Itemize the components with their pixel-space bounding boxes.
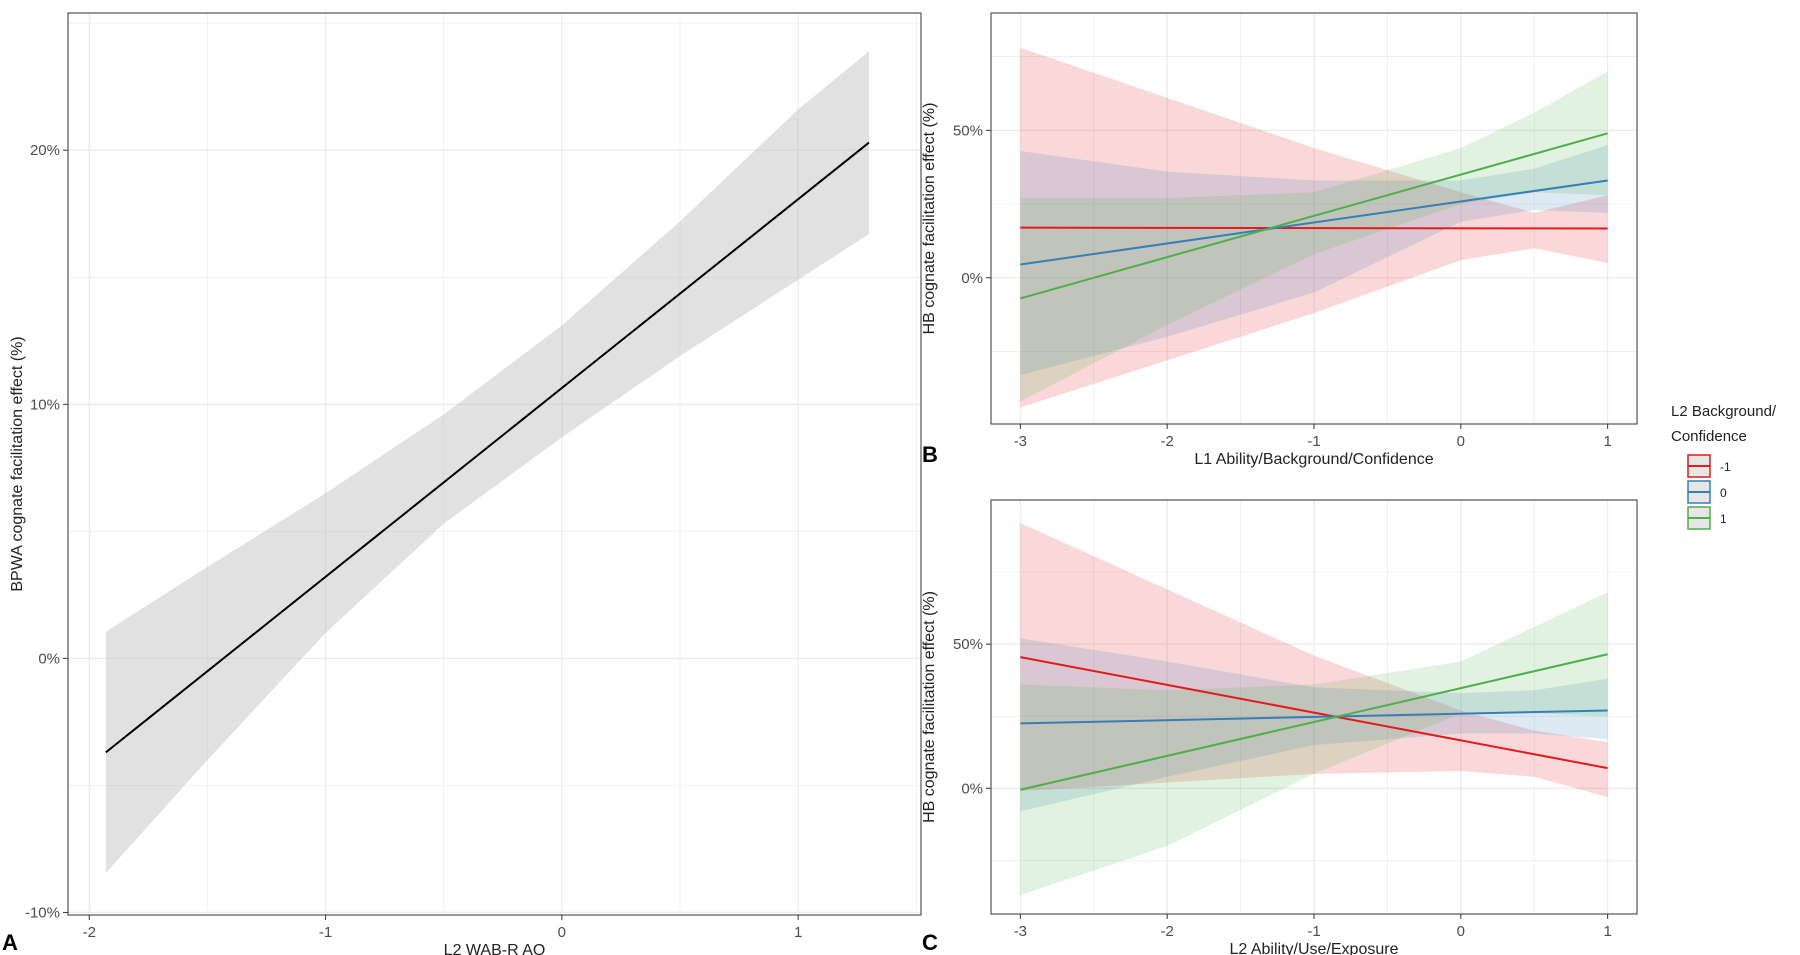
- panel-c: -3 -2 -1 0 1 0% 50% L2 Ability/Use/Exposure HB c…: [921, 499, 1638, 955]
- series-line-1: [1020, 132, 1608, 300]
- x-tick-label: -3: [1014, 433, 1027, 450]
- series-line--1: [1020, 656, 1608, 770]
- y-tick-label: -10%: [25, 904, 60, 921]
- panel-a: -2 -1 0 1 -10% 0% 10% 20% L2 WAB-R AQ BPWA cognat…: [9, 12, 922, 955]
- legend-label: -1: [1720, 460, 1731, 474]
- x-tick-label: -1: [1307, 923, 1320, 940]
- panel-label-a: A: [2, 930, 18, 955]
- series-line--1: [1020, 226, 1608, 230]
- confidence-band-0: [1020, 145, 1608, 376]
- panel-label-b: B: [922, 442, 938, 467]
- x-tick-label: -2: [83, 924, 96, 941]
- confidence-band-1: [1020, 71, 1608, 402]
- x-tick-label: 1: [794, 924, 802, 941]
- y-tick-label: 50%: [953, 122, 983, 139]
- legend-label: 1: [1720, 512, 1727, 526]
- x-tick-label: 0: [1457, 433, 1465, 450]
- series-line-1: [1020, 653, 1608, 791]
- x-tick-label: 1: [1603, 433, 1611, 450]
- legend-entry-0: 0: [1687, 480, 1727, 504]
- y-tick-label: 0%: [961, 780, 983, 797]
- series-line-0: [1020, 709, 1608, 725]
- confidence-band-fit: [105, 51, 870, 874]
- confidence-band-0: [1020, 638, 1608, 812]
- series-line-0: [1020, 179, 1608, 266]
- legend-title-line2: Confidence: [1671, 428, 1747, 445]
- series-line-fit: [105, 141, 870, 754]
- x-tick-label: -2: [1161, 433, 1174, 450]
- legend-entry-1: 1: [1687, 506, 1727, 530]
- y-tick-label: 10%: [30, 396, 60, 413]
- y-axis-title: HB cognate facilitation effect (%): [921, 103, 938, 335]
- legend-entry--1: -1: [1687, 454, 1731, 478]
- y-tick-label: 20%: [30, 142, 60, 159]
- x-tick-label: 1: [1603, 923, 1611, 940]
- x-axis-title: L1 Ability/Background/Confidence: [1194, 451, 1433, 468]
- x-tick-label: 0: [558, 924, 566, 941]
- y-tick-label: 50%: [953, 636, 983, 653]
- panel-label-c: C: [922, 930, 938, 955]
- x-axis-title: L2 Ability/Use/Exposure: [1230, 941, 1399, 955]
- x-tick-label: -1: [1307, 433, 1320, 450]
- confidence-band-1: [1020, 592, 1608, 895]
- legend-title-line1: L2 Background/: [1671, 403, 1777, 420]
- confidence-band--1: [1020, 523, 1608, 797]
- legend: L2 Background/ Confidence -1 0 1: [1671, 403, 1777, 530]
- x-axis-title: L2 WAB-R AQ: [444, 942, 546, 955]
- legend-label: 0: [1720, 486, 1727, 500]
- x-tick-label: -3: [1014, 923, 1027, 940]
- y-axis-title: HB cognate facilitation effect (%): [921, 591, 938, 823]
- y-tick-label: 0%: [961, 270, 983, 287]
- x-tick-label: -2: [1161, 923, 1174, 940]
- plot-border: [67, 12, 922, 916]
- x-tick-label: 0: [1457, 923, 1465, 940]
- y-axis-title: BPWA cognate facilitation effect (%): [9, 336, 26, 591]
- y-tick-label: 0%: [38, 650, 60, 667]
- panel-b: -3 -2 -1 0 1 0% 50% L1 Ability/Background/Confi…: [921, 12, 1638, 468]
- x-tick-label: -1: [319, 924, 332, 941]
- plot-background: [68, 13, 921, 915]
